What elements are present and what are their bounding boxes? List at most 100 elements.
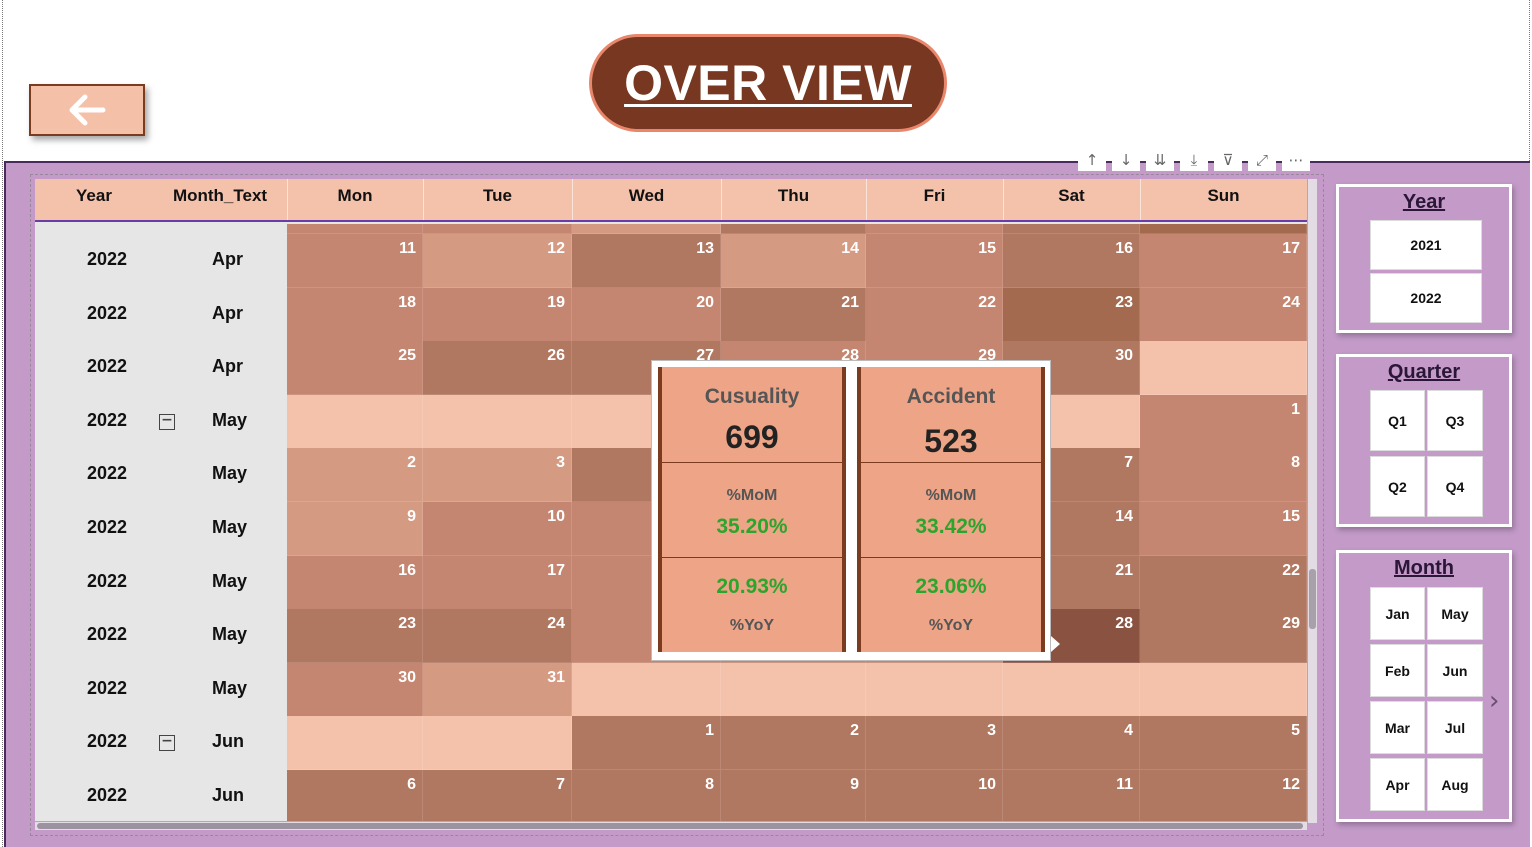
calendar-cell[interactable]: 24 — [1140, 287, 1307, 342]
header-sun[interactable]: Sun — [1207, 186, 1240, 205]
calendar-cell[interactable] — [572, 224, 721, 234]
month-option-jun[interactable]: Jun — [1427, 644, 1483, 697]
calendar-cell[interactable]: 18 — [287, 287, 423, 342]
calendar-cell[interactable]: 25 — [287, 341, 423, 396]
calendar-cell[interactable]: 1 — [1140, 394, 1307, 449]
month-option-jul[interactable]: Jul — [1427, 701, 1483, 754]
calendar-cell[interactable]: 8 — [1140, 448, 1307, 503]
month-option-jan[interactable]: Jan — [1370, 587, 1425, 640]
calendar-cell[interactable]: 24 — [423, 609, 572, 664]
focus-mode-icon[interactable]: ⤢ — [1248, 149, 1276, 171]
calendar-cell[interactable]: 14 — [721, 234, 866, 288]
calendar-cell[interactable]: 23 — [1003, 287, 1140, 342]
calendar-cell[interactable]: 10 — [866, 770, 1003, 821]
calendar-cell[interactable]: 11 — [1003, 770, 1140, 821]
calendar-cell[interactable]: 9 — [287, 502, 423, 556]
calendar-cell[interactable]: 15 — [1140, 502, 1307, 556]
calendar-cell[interactable]: 4 — [1003, 716, 1140, 771]
calendar-cell[interactable]: 23 — [287, 609, 423, 664]
header-fri[interactable]: Fri — [923, 186, 946, 205]
collapse-icon[interactable]: − — [159, 734, 175, 752]
calendar-cell[interactable]: 26 — [423, 341, 572, 396]
calendar-cell[interactable]: 2 — [287, 448, 423, 503]
calendar-cell[interactable]: 20 — [572, 287, 721, 342]
calendar-cell[interactable]: 17 — [1140, 234, 1307, 288]
calendar-cell[interactable]: 5 — [1140, 716, 1307, 771]
calendar-cell[interactable] — [1140, 662, 1307, 717]
header-month-text[interactable]: Month_Text — [172, 186, 268, 205]
back-button[interactable] — [29, 84, 145, 136]
vertical-scroll-thumb[interactable] — [1309, 569, 1316, 629]
calendar-cell[interactable]: 6 — [287, 770, 423, 821]
calendar-cell[interactable]: 13 — [572, 234, 721, 288]
calendar-cell[interactable]: 22 — [1140, 555, 1307, 610]
calendar-cell[interactable]: 3 — [423, 448, 572, 503]
calendar-cell[interactable]: 1 — [572, 716, 721, 771]
calendar-cell[interactable] — [1140, 224, 1307, 234]
sort-up-icon[interactable]: ↑ — [1078, 149, 1106, 171]
calendar-cell[interactable]: 16 — [1003, 234, 1140, 288]
horizontal-scrollbar[interactable] — [35, 822, 1307, 830]
quarter-option-q2[interactable]: Q2 — [1370, 456, 1425, 517]
month-option-feb[interactable]: Feb — [1370, 644, 1425, 697]
calendar-cell[interactable]: 8 — [572, 770, 721, 821]
header-thu[interactable]: Thu — [777, 186, 810, 205]
calendar-cell[interactable] — [721, 662, 866, 717]
year-option-2021[interactable]: 2021 — [1370, 220, 1482, 270]
calendar-cell[interactable] — [423, 224, 572, 234]
calendar-cell[interactable]: 29 — [1140, 609, 1307, 664]
filter-icon[interactable]: ⊽ — [1214, 149, 1242, 171]
calendar-cell[interactable]: 22 — [866, 287, 1003, 342]
month-option-may[interactable]: May — [1427, 587, 1483, 640]
calendar-cell[interactable]: 12 — [423, 234, 572, 288]
calendar-cell[interactable]: 10 — [423, 502, 572, 556]
horizontal-scroll-thumb[interactable] — [37, 823, 1303, 829]
calendar-cell[interactable]: 2 — [721, 716, 866, 771]
calendar-cell[interactable]: 30 — [287, 662, 423, 717]
calendar-cell[interactable] — [866, 224, 1003, 234]
header-sat[interactable]: Sat — [1058, 186, 1085, 205]
calendar-cell[interactable]: 17 — [423, 555, 572, 610]
calendar-cell[interactable] — [287, 716, 423, 771]
collapse-icon[interactable]: − — [159, 413, 175, 430]
row-month: Apr — [212, 302, 243, 323]
calendar-cell[interactable] — [721, 224, 866, 234]
more-options-icon[interactable]: ⋯ — [1282, 149, 1310, 171]
calendar-cell[interactable] — [1003, 662, 1140, 717]
quarter-option-q4[interactable]: Q4 — [1427, 456, 1483, 517]
header-tue[interactable]: Tue — [483, 186, 512, 205]
calendar-cell[interactable]: 12 — [1140, 770, 1307, 821]
calendar-cell[interactable]: 16 — [287, 555, 423, 610]
calendar-cell[interactable] — [866, 662, 1003, 717]
calendar-cell[interactable]: 7 — [423, 770, 572, 821]
header-year[interactable]: Year — [76, 186, 112, 205]
calendar-cell[interactable] — [287, 224, 423, 234]
calendar-cell[interactable]: 15 — [866, 234, 1003, 288]
calendar-cell[interactable]: 11 — [287, 234, 423, 288]
drill-down-icon[interactable]: ⤓ — [1180, 149, 1208, 171]
calendar-cell[interactable] — [423, 394, 572, 449]
calendar-cell[interactable]: 31 — [423, 662, 572, 717]
calendar-cell[interactable]: 19 — [423, 287, 572, 342]
calendar-cell[interactable] — [1140, 341, 1307, 396]
quarter-option-q3[interactable]: Q3 — [1427, 390, 1483, 451]
calendar-cell[interactable] — [1003, 224, 1140, 234]
month-option-mar[interactable]: Mar — [1370, 701, 1425, 754]
expand-all-down-icon[interactable]: ⇊ — [1146, 149, 1174, 171]
month-option-aug[interactable]: Aug — [1427, 758, 1483, 811]
vertical-scrollbar[interactable] — [1308, 179, 1317, 823]
calendar-cell[interactable] — [287, 394, 423, 449]
header-wed[interactable]: Wed — [628, 186, 665, 205]
calendar-cell[interactable]: 21 — [721, 287, 866, 342]
calendar-cell[interactable]: 30 — [1003, 341, 1140, 396]
header-mon[interactable]: Mon — [337, 186, 373, 205]
calendar-cell[interactable]: 9 — [721, 770, 866, 821]
sort-down-icon[interactable]: ↓ — [1112, 149, 1140, 171]
quarter-option-q1[interactable]: Q1 — [1370, 390, 1425, 451]
year-option-2022[interactable]: 2022 — [1370, 273, 1482, 323]
chevron-right-icon[interactable]: › — [1489, 686, 1500, 716]
month-option-apr[interactable]: Apr — [1370, 758, 1425, 811]
calendar-cell[interactable] — [572, 662, 721, 717]
calendar-cell[interactable]: 3 — [866, 716, 1003, 771]
calendar-cell[interactable] — [423, 716, 572, 771]
